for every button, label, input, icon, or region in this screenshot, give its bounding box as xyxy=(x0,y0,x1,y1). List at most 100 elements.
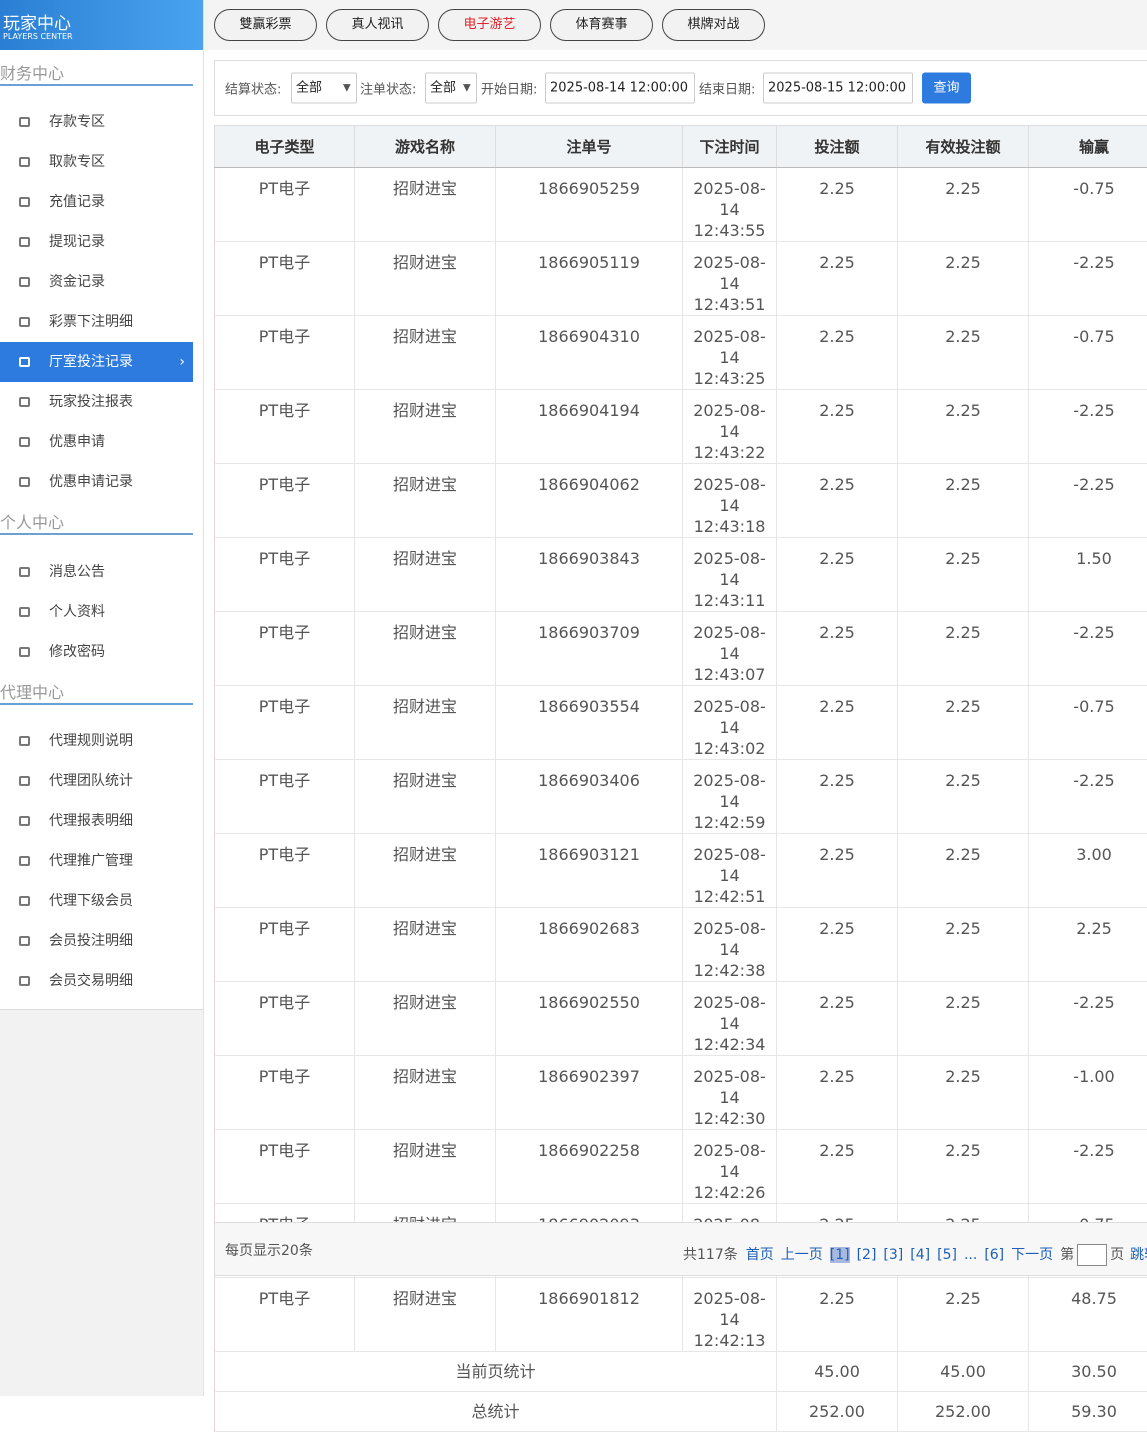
page-link[interactable]: [4] xyxy=(910,1247,930,1263)
menu-item[interactable]: 个人资料 xyxy=(0,592,193,632)
table-cell: 2025-08-14 12:42:26 xyxy=(683,1130,777,1204)
menu-item[interactable]: 消息公告 xyxy=(0,552,193,592)
page-link[interactable]: [3] xyxy=(883,1247,903,1263)
tab[interactable]: 棋牌对战 xyxy=(662,9,765,41)
table-cell: 48.75 xyxy=(1029,1278,1147,1352)
table-cell: 1866901812 xyxy=(496,1278,683,1352)
table-cell: PT电子 xyxy=(215,1278,355,1352)
table-cell: 2.25 xyxy=(777,168,898,242)
menu-item[interactable]: 存款专区 xyxy=(0,102,193,142)
page-link[interactable]: [2] xyxy=(857,1247,877,1263)
menu-label: 代理下级会员 xyxy=(49,881,133,921)
top-tabs: 雙贏彩票真人视讯电子游艺体育赛事棋牌对战 xyxy=(204,0,1147,50)
summary-cell: 当前页统计 xyxy=(215,1352,777,1392)
menu-icon xyxy=(19,237,30,247)
menu-icon xyxy=(19,277,30,287)
menu-item[interactable]: 充值记录 xyxy=(0,182,193,222)
jump-link[interactable]: 跳转 xyxy=(1130,1247,1147,1263)
table-cell: 2025-08-14 12:43:25 xyxy=(683,316,777,390)
menu-item[interactable]: 资金记录 xyxy=(0,262,193,302)
menu-item[interactable]: 彩票下注明细 xyxy=(0,302,193,342)
table-cell: 招财进宝 xyxy=(355,834,496,908)
page-input[interactable] xyxy=(1077,1244,1107,1266)
table-cell: 1866905119 xyxy=(496,242,683,316)
menu-item[interactable]: 代理团队统计 xyxy=(0,761,193,801)
menu-item[interactable]: 代理报表明细 xyxy=(0,801,193,841)
table-cell: 2025-08-14 12:42:30 xyxy=(683,1056,777,1130)
menu-icon xyxy=(19,197,30,207)
query-button[interactable]: 查询 xyxy=(922,73,971,104)
menu-item[interactable]: 会员交易明细 xyxy=(0,961,193,1001)
menu-item[interactable]: 玩家投注报表 xyxy=(0,382,193,422)
page-link[interactable]: 上一页 xyxy=(781,1247,823,1263)
menu-item[interactable]: 取款专区 xyxy=(0,142,193,182)
page-link[interactable]: ... xyxy=(964,1247,977,1263)
table-cell: 2.25 xyxy=(898,538,1029,612)
menu-label: 代理规则说明 xyxy=(49,721,133,761)
menu-icon xyxy=(19,357,30,367)
menu-item[interactable]: 优惠申请记录 xyxy=(0,462,193,502)
table-cell: 1866902683 xyxy=(496,908,683,982)
table-cell: 2.25 xyxy=(777,316,898,390)
tab[interactable]: 体育赛事 xyxy=(550,9,653,41)
table-cell: PT电子 xyxy=(215,390,355,464)
menu-icon xyxy=(19,397,30,407)
menu-label: 存款专区 xyxy=(49,102,105,142)
table-cell: 1866903709 xyxy=(496,612,683,686)
menu-icon xyxy=(19,936,30,946)
page-prefix: 第 xyxy=(1060,1247,1074,1263)
page-link[interactable]: [6] xyxy=(984,1247,1004,1263)
menu-item[interactable]: 代理规则说明 xyxy=(0,721,193,761)
menu-item[interactable]: 优惠申请 xyxy=(0,422,193,462)
menu-label: 修改密码 xyxy=(49,632,105,672)
menu-item[interactable]: 提现记录 xyxy=(0,222,193,262)
table-cell: 招财进宝 xyxy=(355,760,496,834)
select-arrow: ▼ xyxy=(343,83,351,94)
table-cell: 2.25 xyxy=(898,1056,1029,1130)
summary-cell: 59.30 xyxy=(1029,1392,1147,1432)
select-arrow: ▼ xyxy=(463,83,471,94)
table-cell: 2.25 xyxy=(898,982,1029,1056)
table-cell: 1866902550 xyxy=(496,982,683,1056)
table-cell: 2.25 xyxy=(777,538,898,612)
table-cell: 2025-08-14 12:42:51 xyxy=(683,834,777,908)
table-cell: 2025-08-14 12:43:07 xyxy=(683,612,777,686)
table-cell: 1866904310 xyxy=(496,316,683,390)
page-link[interactable]: 下一页 xyxy=(1011,1247,1053,1263)
table-cell: 2025-08-14 12:43:18 xyxy=(683,464,777,538)
table-cell: 2025-08-14 12:43:55 xyxy=(683,168,777,242)
table-cell: -2.25 xyxy=(1029,464,1147,538)
page-link[interactable]: 首页 xyxy=(746,1247,774,1263)
page-link[interactable]: [1] xyxy=(830,1247,850,1263)
menu-item[interactable]: 代理推广管理 xyxy=(0,841,193,881)
menu-label: 优惠申请记录 xyxy=(49,462,133,502)
table-cell: PT电子 xyxy=(215,612,355,686)
tab[interactable]: 电子游艺 xyxy=(438,9,541,41)
page-suffix: 页 xyxy=(1110,1247,1124,1263)
end-date[interactable]: 2025-08-15 12:00:00 xyxy=(763,73,913,104)
table-cell: 2025-08-14 12:43:51 xyxy=(683,242,777,316)
table-cell: 2.25 xyxy=(898,834,1029,908)
menu-icon xyxy=(19,157,30,167)
menu-item[interactable]: 代理下级会员 xyxy=(0,881,193,921)
table-cell: 招财进宝 xyxy=(355,908,496,982)
start-date[interactable]: 2025-08-14 12:00:00 xyxy=(545,73,695,104)
menu-item[interactable]: 厅室投注记录› xyxy=(0,342,193,382)
page-link[interactable]: [5] xyxy=(937,1247,957,1263)
menu-icon xyxy=(19,567,30,577)
menu-item[interactable]: 修改密码 xyxy=(0,632,193,672)
menu-item[interactable]: 会员投注明细 xyxy=(0,921,193,961)
table-cell: 2.25 xyxy=(777,612,898,686)
table-cell: PT电子 xyxy=(215,1056,355,1130)
table-cell: 招财进宝 xyxy=(355,982,496,1056)
tab[interactable]: 真人视讯 xyxy=(326,9,429,41)
table-cell: 2.25 xyxy=(898,464,1029,538)
tab[interactable]: 雙贏彩票 xyxy=(214,9,317,41)
